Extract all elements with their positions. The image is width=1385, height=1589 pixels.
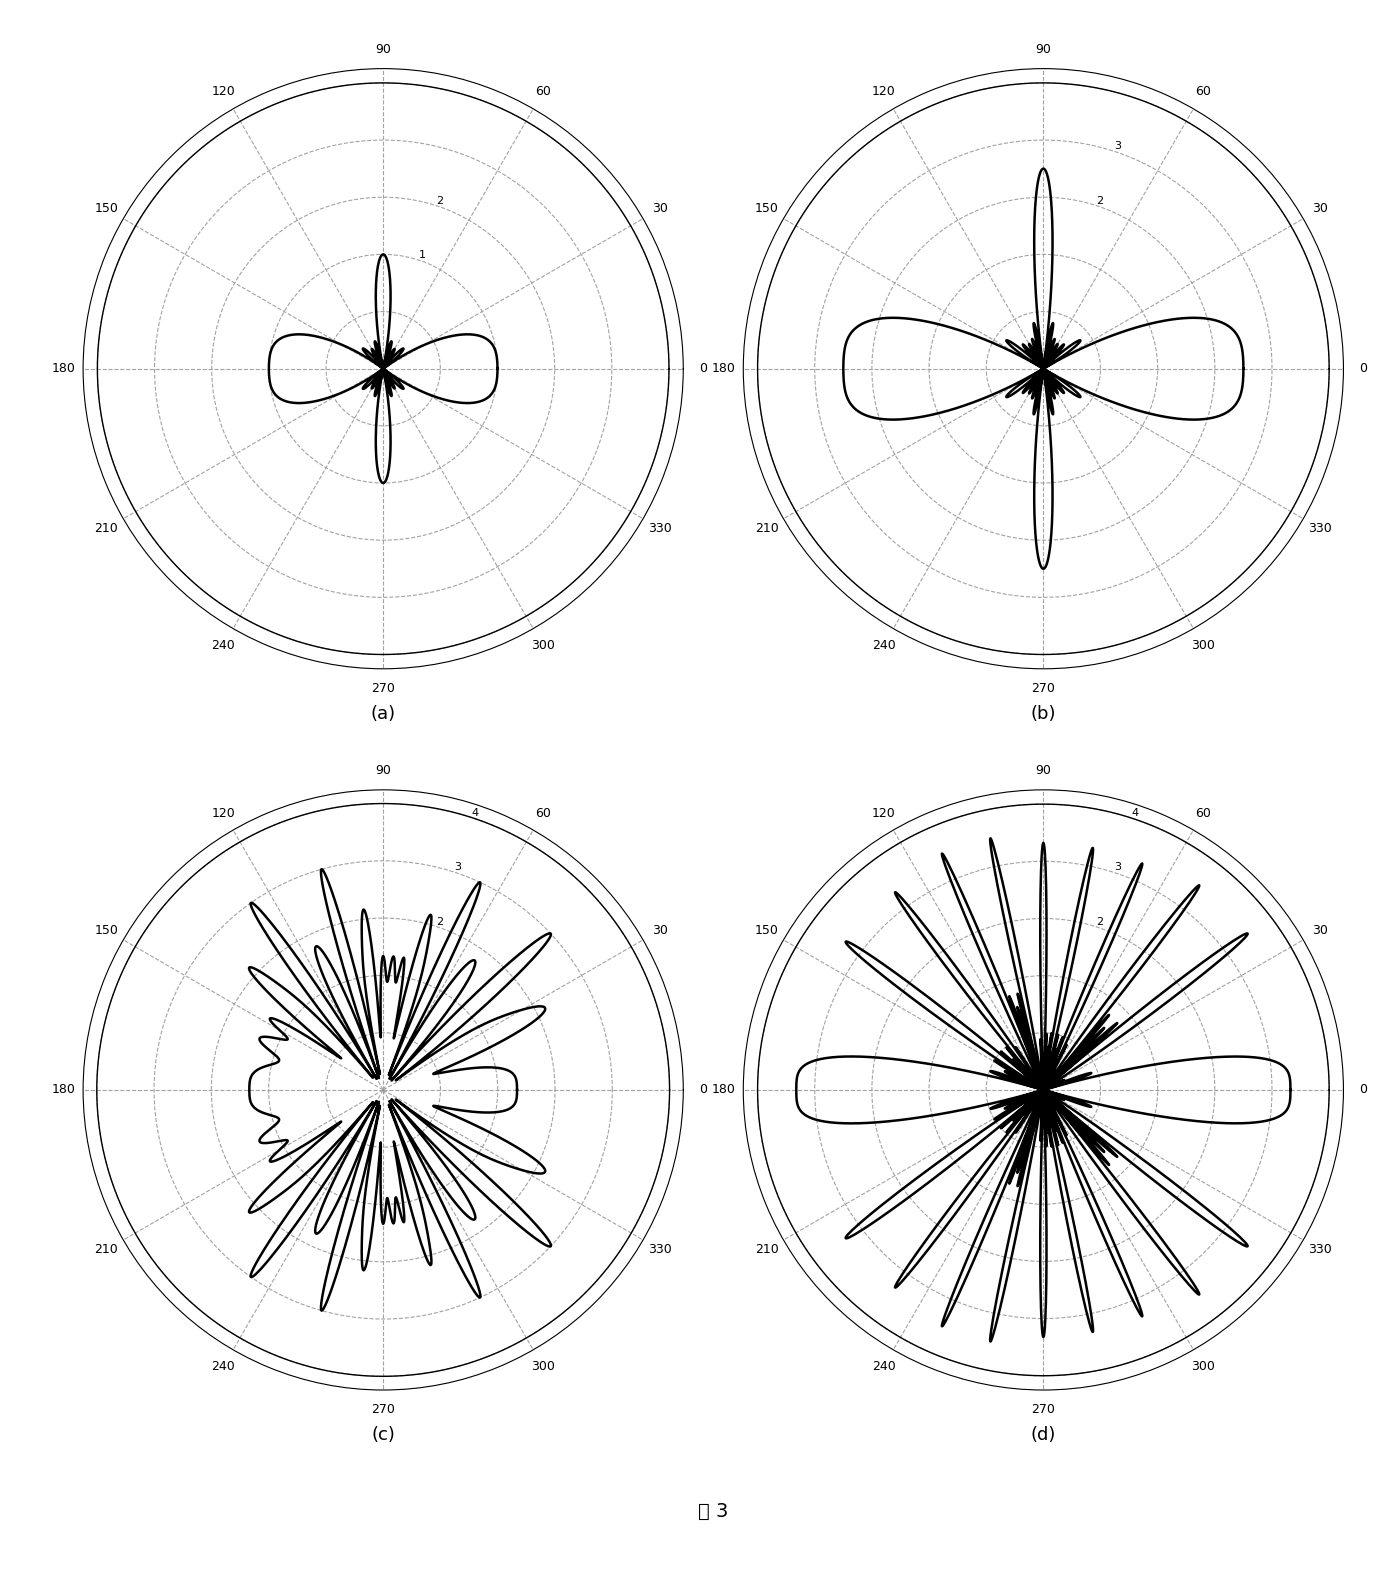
- Text: (d): (d): [1030, 1425, 1055, 1444]
- Text: (b): (b): [1030, 706, 1057, 723]
- Text: (c): (c): [371, 1425, 395, 1444]
- Text: (a): (a): [371, 706, 396, 723]
- Text: 图 3: 图 3: [698, 1502, 729, 1521]
